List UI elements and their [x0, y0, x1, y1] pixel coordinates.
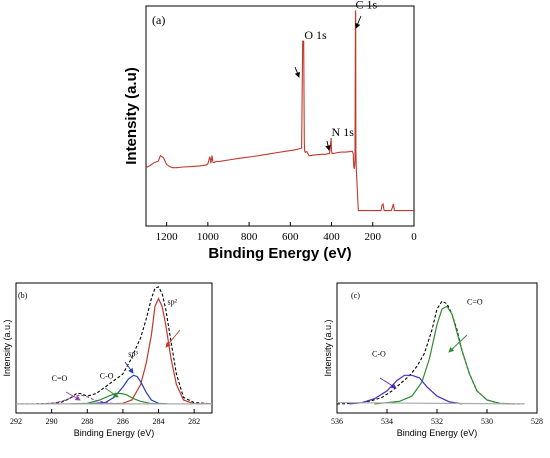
plot-frame — [336, 282, 538, 414]
x-tick-label: 200 — [365, 231, 382, 243]
arrow-ceo-c — [448, 334, 468, 353]
arrow-o1s — [294, 66, 300, 78]
x-tick-label: 536 — [331, 417, 343, 426]
x-axis-label: Binding Energy (eV) — [208, 245, 351, 262]
annotation-label: O 1s — [304, 28, 327, 42]
panel-a: 1200 1000 800 600 400 200 0 Binding Energy (eV)… — [123, 0, 417, 262]
x-tick-label: 532 — [431, 417, 443, 426]
x-tick-label: 534 — [381, 417, 393, 426]
y-axis-label: Intensity (a.u.) — [323, 319, 333, 376]
x-tick-label: 528 — [531, 417, 543, 426]
arrow-ceo-b — [65, 391, 81, 401]
annotation-label: C=O — [467, 297, 483, 306]
arrow-co-b — [104, 387, 119, 398]
x-tick-label: 600 — [282, 231, 299, 243]
annotation-label: N 1s — [332, 125, 355, 139]
panel-c: 536 534 532 530 528 Binding Energy (eV) Intens… — [323, 282, 543, 438]
series-line-sp — [87, 374, 168, 405]
x-tick-label: 1200 — [156, 231, 179, 243]
x-tick-label: 292 — [10, 417, 22, 426]
panel-label: (a) — [152, 13, 165, 27]
x-axis-label: Binding Energy (eV) — [74, 428, 155, 438]
plot-frame — [145, 5, 415, 227]
plot-frame — [15, 282, 213, 414]
series-line — [145, 10, 414, 212]
x-tick-label: 530 — [481, 417, 493, 426]
arrow-sp2 — [165, 329, 181, 348]
panel-b: 292 290 288 286 284 282 Binding Energy (eV) Int… — [2, 282, 213, 438]
arrow-co-c — [379, 377, 397, 389]
y-axis-label: Intensity (a.u) — [123, 67, 140, 165]
annotation-label: sp² — [167, 297, 177, 306]
series-line-CO — [69, 392, 159, 405]
panel-label: (c) — [351, 291, 360, 300]
arrow-c1s — [355, 15, 362, 29]
series-line — [16, 286, 213, 405]
x-tick-label: 800 — [241, 231, 258, 243]
x-tick-label: 400 — [323, 231, 340, 243]
annotation-label: C 1s — [355, 0, 377, 11]
series-line-baseline — [336, 402, 525, 405]
series-line-CO — [349, 374, 463, 405]
panel-label: (b) — [18, 291, 28, 300]
annotation-label: C=O — [52, 374, 68, 383]
x-tick-label: 284 — [153, 417, 165, 426]
annotation-label: C-O — [372, 349, 386, 358]
series-line-sp — [105, 297, 212, 405]
annotation-label: C-O — [100, 372, 114, 381]
x-tick-label: 286 — [117, 417, 129, 426]
x-tick-label: 1000 — [197, 231, 220, 243]
y-axis-label: Intensity (a.u.) — [2, 319, 12, 376]
x-tick-label: 290 — [46, 417, 58, 426]
x-axis-label: Binding Energy (eV) — [397, 428, 478, 438]
x-tick-label: 288 — [81, 417, 93, 426]
x-tick-label: 282 — [188, 417, 200, 426]
series-line-CO — [374, 305, 513, 405]
arrow-n1s — [325, 140, 331, 151]
arrow-sp3 — [124, 361, 134, 374]
x-tick-label: 0 — [411, 231, 417, 243]
annotation-label: sp³ — [128, 349, 138, 358]
